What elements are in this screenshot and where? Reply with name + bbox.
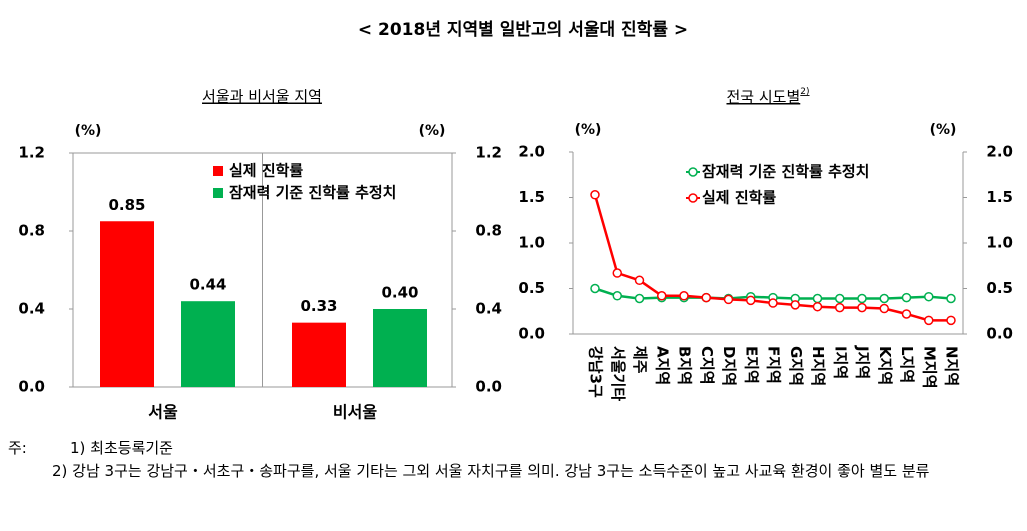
y-unit: (%) <box>75 123 102 139</box>
legend-swatch <box>213 188 223 198</box>
y2-tick-label: 0.4 <box>475 300 502 318</box>
y2-tick-label: 2.0 <box>986 143 1013 161</box>
y2-tick-label: 1.0 <box>986 234 1013 252</box>
legend-label: 잠재력 기준 진학률 추정치 <box>702 163 869 181</box>
y2-tick-label: 1.5 <box>986 188 1013 206</box>
chart-title-text: 전국 시도별 <box>726 88 800 106</box>
y-tick-label: 0.4 <box>18 300 45 318</box>
y-tick-label: 0.0 <box>518 325 545 343</box>
value-label: 0.40 <box>381 284 418 302</box>
point <box>634 275 645 286</box>
bar <box>373 309 427 387</box>
bar <box>292 322 346 387</box>
point <box>857 302 867 313</box>
x-tick-label: A지역 <box>653 346 671 385</box>
y2-tick-label: 0.8 <box>475 222 502 240</box>
point <box>924 291 934 302</box>
point <box>879 293 889 304</box>
y-tick-label: 0.5 <box>518 279 545 297</box>
legend-marker <box>688 193 698 203</box>
x-tick-label: I지역 <box>831 346 849 379</box>
x-tick-label: M지역 <box>920 346 938 389</box>
legend-swatch <box>213 166 223 176</box>
point <box>812 301 823 312</box>
x-tick-label: D지역 <box>720 346 738 386</box>
point <box>924 315 934 326</box>
notes-label: 주: <box>8 439 27 457</box>
x-tick-label: F지역 <box>765 346 783 384</box>
x-tick-label: E지역 <box>742 346 760 384</box>
note: 1) 최초등록기준 <box>70 439 173 457</box>
legend-marker <box>688 167 698 177</box>
chart-title: 서울과 비서울 지역 <box>202 88 322 106</box>
y-tick-label: 0.8 <box>18 222 45 240</box>
y2-tick-label: 0.0 <box>986 325 1013 343</box>
y-tick-label: 1.2 <box>18 144 45 162</box>
point <box>723 294 734 305</box>
x-tick-label: C지역 <box>698 346 716 385</box>
y-tick-label: 2.0 <box>518 143 545 161</box>
point <box>768 298 778 308</box>
value-label: 0.33 <box>300 297 337 315</box>
y-tick-label: 1.5 <box>518 188 545 206</box>
y-tick-label: 0.0 <box>18 378 45 396</box>
point <box>835 302 845 313</box>
point <box>901 309 912 319</box>
point <box>746 295 756 306</box>
point <box>590 190 600 200</box>
chart-title-note: 2) <box>800 87 809 97</box>
point <box>946 293 956 304</box>
x-tick-label: L지역 <box>898 346 916 383</box>
x-tick-label: 서울기타 <box>609 346 627 401</box>
note: 2) 강남 3구는 강남구・서초구・송파구를, 서울 기타는 그외 서울 자치구… <box>52 462 930 480</box>
y-unit: (%) <box>575 122 602 138</box>
x-tick-label: 강남3구 <box>587 346 605 398</box>
page-title: < 2018년 지역별 일반고의 서울대 진학률 > <box>358 20 688 40</box>
y-tick-label: 1.0 <box>518 234 545 252</box>
y2-tick-label: 0.0 <box>475 378 502 396</box>
point <box>657 291 667 301</box>
legend-label: 실제 진학률 <box>702 189 776 207</box>
x-tick-label: 서울 <box>148 403 178 422</box>
x-tick-label: 제주 <box>631 346 649 374</box>
y2-unit: (%) <box>419 123 446 139</box>
value-label: 0.85 <box>108 196 145 214</box>
x-tick-label: 비서울 <box>333 403 377 422</box>
point <box>879 303 889 314</box>
legend-label: 실제 진학률 <box>229 162 303 180</box>
x-tick-label: H지역 <box>809 346 827 386</box>
point <box>835 293 845 304</box>
point <box>790 300 800 310</box>
x-tick-label: J지역 <box>854 345 872 379</box>
point <box>701 292 711 303</box>
y2-tick-label: 0.5 <box>986 279 1013 297</box>
x-tick-label: N지역 <box>943 346 961 386</box>
x-tick-label: G지역 <box>787 346 805 386</box>
chart-title: 전국 시도별2) <box>726 87 809 106</box>
x-tick-label: K지역 <box>876 346 894 385</box>
point <box>634 293 645 304</box>
point <box>857 293 867 304</box>
x-tick-label: B지역 <box>676 346 694 385</box>
legend-label: 잠재력 기준 진학률 추정치 <box>229 184 396 202</box>
notes: 주: 1) 최초등록기준 2) 강남 3구는 강남구・서초구・송파구를, 서울 … <box>8 437 1018 483</box>
point <box>612 268 622 278</box>
point <box>946 315 956 326</box>
value-label: 0.44 <box>189 276 226 294</box>
point <box>612 291 622 301</box>
point <box>590 283 600 294</box>
y2-unit: (%) <box>930 122 957 138</box>
bar <box>100 221 154 387</box>
y2-tick-label: 1.2 <box>475 144 502 162</box>
bar <box>181 301 235 387</box>
point <box>679 291 689 301</box>
point <box>901 292 912 303</box>
point <box>812 293 823 304</box>
